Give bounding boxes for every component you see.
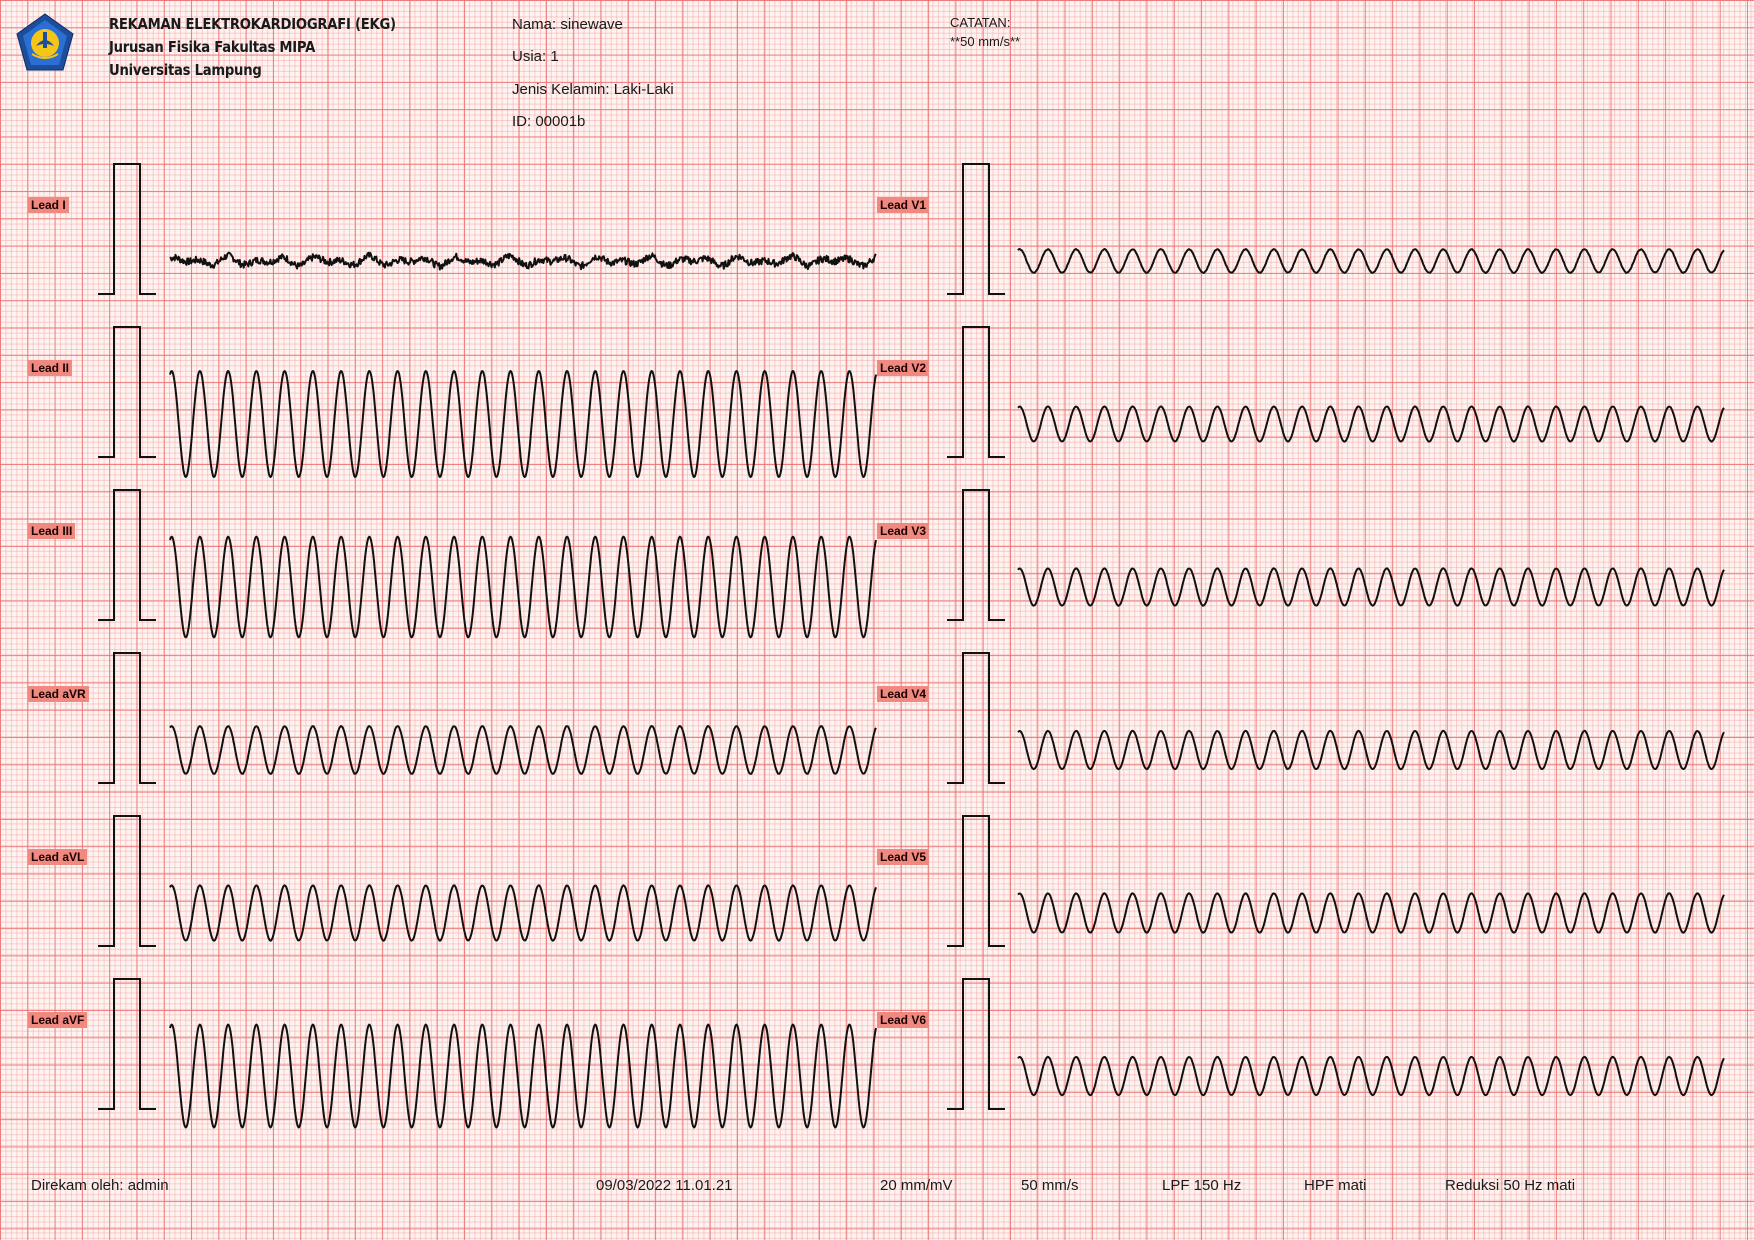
waveform-lead-iii [169, 535, 877, 639]
hpf-setting: HPF mati [1304, 1177, 1367, 1194]
waveform-lead-v1 [1017, 248, 1725, 274]
lead-label-v2: Lead V2 [877, 360, 930, 376]
waveform-lead-ii [169, 370, 877, 478]
calibration-pulse-lead-v6 [947, 978, 1005, 1110]
waveform-lead-i [169, 251, 877, 271]
waveform-lead-avl [169, 884, 877, 942]
lead-label-avf: Lead aVF [28, 1012, 88, 1028]
calibration-pulse-lead-avr [98, 652, 156, 784]
lead-label-avl: Lead aVL [28, 849, 88, 865]
patient-id: ID: 00001b [512, 113, 586, 130]
calibration-pulse-lead-ii [98, 326, 156, 458]
lead-label-v1: Lead V1 [877, 197, 930, 213]
notes-label: CATATAN: [950, 15, 1011, 30]
waveform-lead-avf [169, 1023, 877, 1129]
calibration-pulse-lead-avl [98, 815, 156, 947]
lead-label-v3: Lead V3 [877, 523, 930, 539]
waveform-lead-v4 [1017, 729, 1725, 771]
calibration-pulse-lead-v4 [947, 652, 1005, 784]
lead-label-v4: Lead V4 [877, 686, 930, 702]
lead-label-i: Lead I [28, 197, 69, 213]
recorded-by: Direkam oleh: admin [31, 1177, 169, 1194]
waveform-lead-avr [169, 725, 877, 775]
calibration-pulse-lead-v5 [947, 815, 1005, 947]
lpf-setting: LPF 150 Hz [1162, 1177, 1242, 1194]
recording-datetime: 09/03/2022 11.01.21 [596, 1177, 733, 1194]
patient-age: Usia: 1 [512, 48, 559, 65]
waveform-lead-v5 [1017, 892, 1725, 934]
department-name: Jurusan Fisika Fakultas MIPA [109, 38, 316, 56]
lead-label-iii: Lead III [28, 523, 76, 539]
waveform-lead-v6 [1017, 1055, 1725, 1097]
university-logo [16, 13, 74, 71]
notch-setting: Reduksi 50 Hz mati [1445, 1177, 1576, 1194]
lead-label-avr: Lead aVR [28, 686, 89, 702]
lead-label-ii: Lead II [28, 360, 73, 376]
calibration-pulse-lead-iii [98, 489, 156, 621]
calibration-pulse-lead-avf [98, 978, 156, 1110]
calibration-pulse-lead-v1 [947, 163, 1005, 295]
calibration-pulse-lead-i [98, 163, 156, 295]
calibration-pulse-lead-v2 [947, 326, 1005, 458]
patient-sex: Jenis Kelamin: Laki-Laki [512, 81, 674, 98]
patient-name: Nama: sinewave [512, 16, 623, 33]
lead-label-v6: Lead V6 [877, 1012, 930, 1028]
gain-setting: 20 mm/mV [880, 1177, 953, 1194]
waveform-lead-v3 [1017, 567, 1725, 607]
university-name: Universitas Lampung [109, 61, 262, 79]
lead-label-v5: Lead V5 [877, 849, 930, 865]
report-title: REKAMAN ELEKTROKARDIOGRAFI (EKG) [109, 15, 396, 33]
speed-setting: 50 mm/s [1021, 1177, 1079, 1194]
waveform-lead-v2 [1017, 405, 1725, 443]
notes-text: **50 mm/s** [950, 34, 1021, 49]
calibration-pulse-lead-v3 [947, 489, 1005, 621]
